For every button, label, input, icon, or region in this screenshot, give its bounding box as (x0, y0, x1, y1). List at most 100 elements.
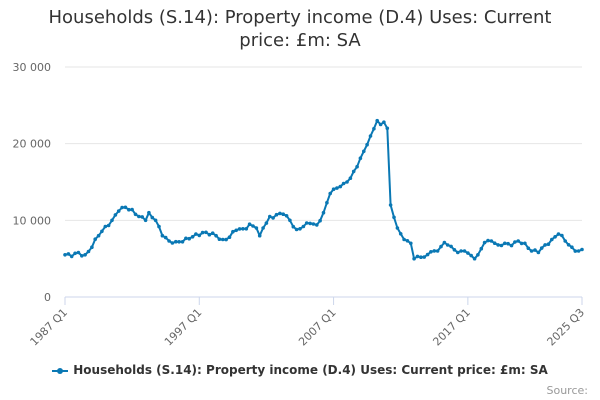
x-tick-label: 2017 Q1 (430, 306, 473, 349)
legend-line-marker-icon (52, 366, 69, 376)
data-point (140, 215, 144, 219)
data-point (190, 235, 195, 239)
y-tick-label: 20 000 (13, 138, 52, 151)
data-point (388, 203, 393, 207)
y-tick-label: 10 000 (13, 214, 52, 227)
data-point (362, 149, 366, 154)
data-point (73, 251, 77, 256)
data-point (298, 227, 302, 231)
data-point (133, 212, 138, 217)
data-point (375, 118, 380, 123)
data-point (489, 239, 494, 243)
series-line (64, 119, 583, 260)
data-point (254, 226, 259, 230)
data-point (200, 230, 205, 235)
data-point (288, 218, 292, 223)
data-point (237, 227, 242, 231)
data-point (187, 236, 191, 241)
data-point (452, 248, 457, 252)
data-point (318, 218, 322, 223)
data-point (492, 241, 497, 245)
data-point (536, 250, 541, 255)
data-point (184, 236, 188, 241)
chart-title-line-2: price: £m: SA (239, 30, 361, 51)
data-point (449, 244, 453, 249)
data-point (509, 243, 514, 248)
data-point (348, 176, 353, 180)
data-point (351, 169, 356, 174)
data-point (482, 240, 487, 245)
data-point (197, 233, 202, 238)
data-point (382, 120, 386, 124)
data-point (556, 232, 561, 236)
data-point (435, 249, 440, 253)
data-point (432, 249, 437, 253)
data-point (80, 254, 84, 258)
data-point (456, 250, 460, 255)
chart-legend[interactable]: Households (S.14): Property income (D.4)… (0, 363, 600, 377)
data-point (177, 240, 181, 244)
data-point (264, 221, 269, 225)
data-point (268, 214, 272, 219)
data-point (241, 227, 245, 231)
data-point (278, 211, 282, 216)
data-point (546, 242, 551, 246)
data-point (560, 233, 564, 238)
data-point (513, 240, 517, 244)
data-point (385, 126, 390, 131)
data-point (398, 232, 403, 236)
data-point (304, 221, 309, 225)
data-point (163, 235, 168, 240)
data-point (247, 222, 252, 226)
data-point (368, 134, 373, 138)
data-point (472, 256, 477, 261)
data-point (419, 255, 423, 259)
data-point (224, 237, 228, 242)
data-point (231, 229, 235, 234)
data-point (170, 241, 175, 245)
data-point (462, 249, 467, 253)
data-point (331, 187, 336, 191)
data-point (539, 246, 544, 250)
data-point (271, 216, 275, 220)
data-point (153, 218, 158, 223)
data-point (301, 224, 306, 229)
data-point (550, 237, 554, 242)
data-point (358, 156, 363, 160)
data-point (130, 207, 134, 212)
data-point (174, 239, 178, 244)
data-point (566, 243, 571, 247)
data-point (63, 253, 67, 257)
data-point (519, 241, 524, 246)
chart-title: Households (S.14): Property income (D.4)… (0, 6, 600, 52)
data-point (214, 233, 218, 238)
data-point (321, 210, 326, 215)
data-point (499, 243, 504, 248)
data-point (422, 255, 427, 259)
data-point (103, 224, 108, 229)
data-point (543, 243, 547, 247)
data-point (529, 249, 534, 253)
data-point (469, 253, 474, 258)
source-label: Source: (546, 384, 589, 397)
data-point (553, 235, 557, 239)
x-tick-label: 2025 Q3 (545, 306, 588, 349)
data-point (106, 223, 111, 228)
data-point (341, 181, 346, 186)
data-point (69, 254, 74, 259)
data-point (204, 230, 208, 235)
chart-title-line-1: Households (S.14): Property income (D.4)… (48, 7, 552, 28)
data-point (90, 245, 94, 249)
data-point (345, 180, 349, 184)
x-tick-label: 1997 Q1 (162, 306, 205, 349)
data-point (113, 213, 118, 217)
data-point (143, 218, 148, 223)
data-point (217, 237, 222, 241)
data-point (412, 256, 416, 261)
data-point (257, 233, 262, 238)
data-point (96, 233, 101, 238)
data-point (308, 221, 312, 226)
data-point (395, 226, 400, 230)
data-point (227, 235, 232, 239)
data-point (466, 251, 470, 255)
